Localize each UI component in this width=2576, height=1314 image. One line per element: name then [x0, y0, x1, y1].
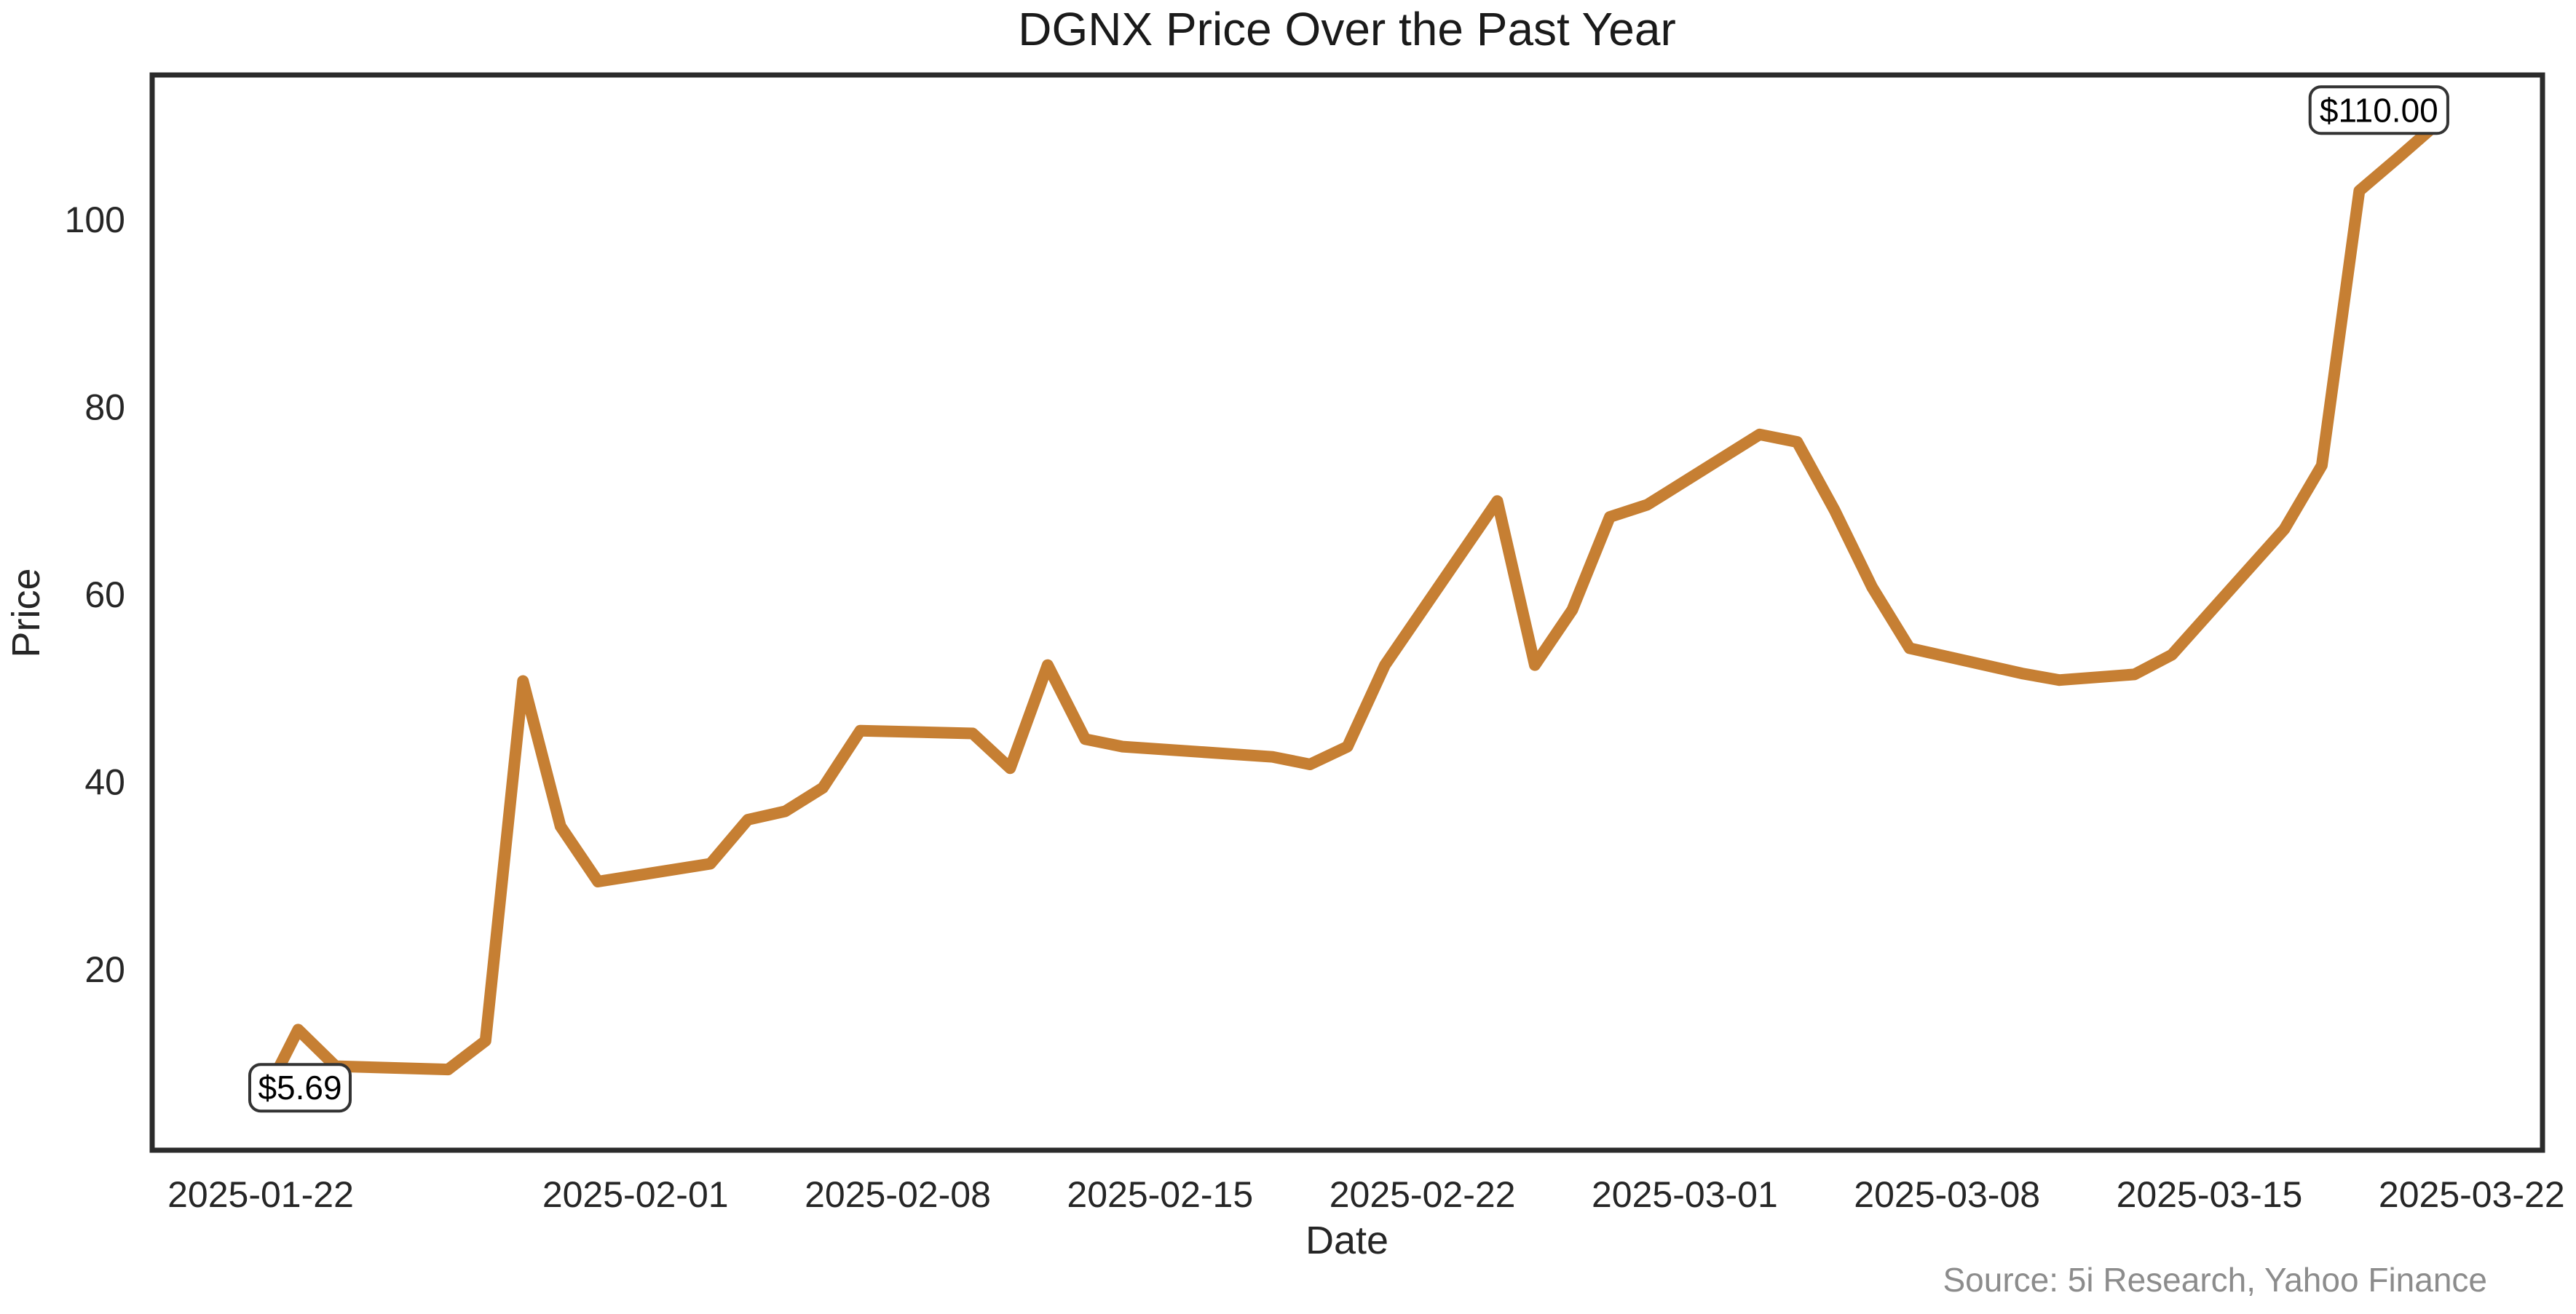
source-note: Source: 5i Research, Yahoo Finance: [1943, 1261, 2487, 1299]
annotation-label: $5.69: [258, 1069, 341, 1107]
x-tick-label: 2025-03-15: [2117, 1174, 2303, 1215]
x-axis-ticks: 2025-01-22 2025-02-01 2025-02-08 2025-02-15…: [167, 1174, 2565, 1215]
y-tick-label: 40: [84, 762, 125, 803]
x-tick-label: 2025-03-01: [1592, 1174, 1778, 1215]
x-tick-label: 2025-01-22: [167, 1174, 354, 1215]
y-tick-label: 60: [84, 574, 125, 615]
price-line-series: [255, 120, 2441, 1110]
x-tick-label: 2025-03-08: [1854, 1174, 2040, 1215]
price-line: [255, 120, 2441, 1110]
x-tick-label: 2025-02-15: [1067, 1174, 1253, 1215]
annotation-box: [2308, 85, 2449, 135]
y-tick-label: 100: [65, 199, 125, 240]
y-tick-label: 20: [84, 949, 125, 990]
x-tick-label: 2025-03-22: [2379, 1174, 2565, 1215]
annotations: $5.69 $110.00: [248, 85, 2449, 1113]
x-tick-label: 2025-02-08: [805, 1174, 991, 1215]
annotation-label: $110.00: [2320, 91, 2438, 129]
plot-border: [149, 72, 2545, 1153]
x-tick-label: 2025-02-22: [1330, 1174, 1516, 1215]
annotation-box: [248, 1063, 352, 1113]
y-axis-label: Price: [4, 568, 48, 657]
x-tick-label: 2025-02-01: [542, 1174, 729, 1215]
y-tick-label: 80: [84, 387, 125, 428]
y-axis-ticks: 20 40 60 80 100: [65, 199, 125, 990]
chart-title: DGNX Price Over the Past Year: [1018, 3, 1676, 55]
annotation: $5.69: [248, 1063, 352, 1113]
x-axis-label: Date: [1305, 1219, 1388, 1262]
annotation: $110.00: [2308, 85, 2449, 135]
